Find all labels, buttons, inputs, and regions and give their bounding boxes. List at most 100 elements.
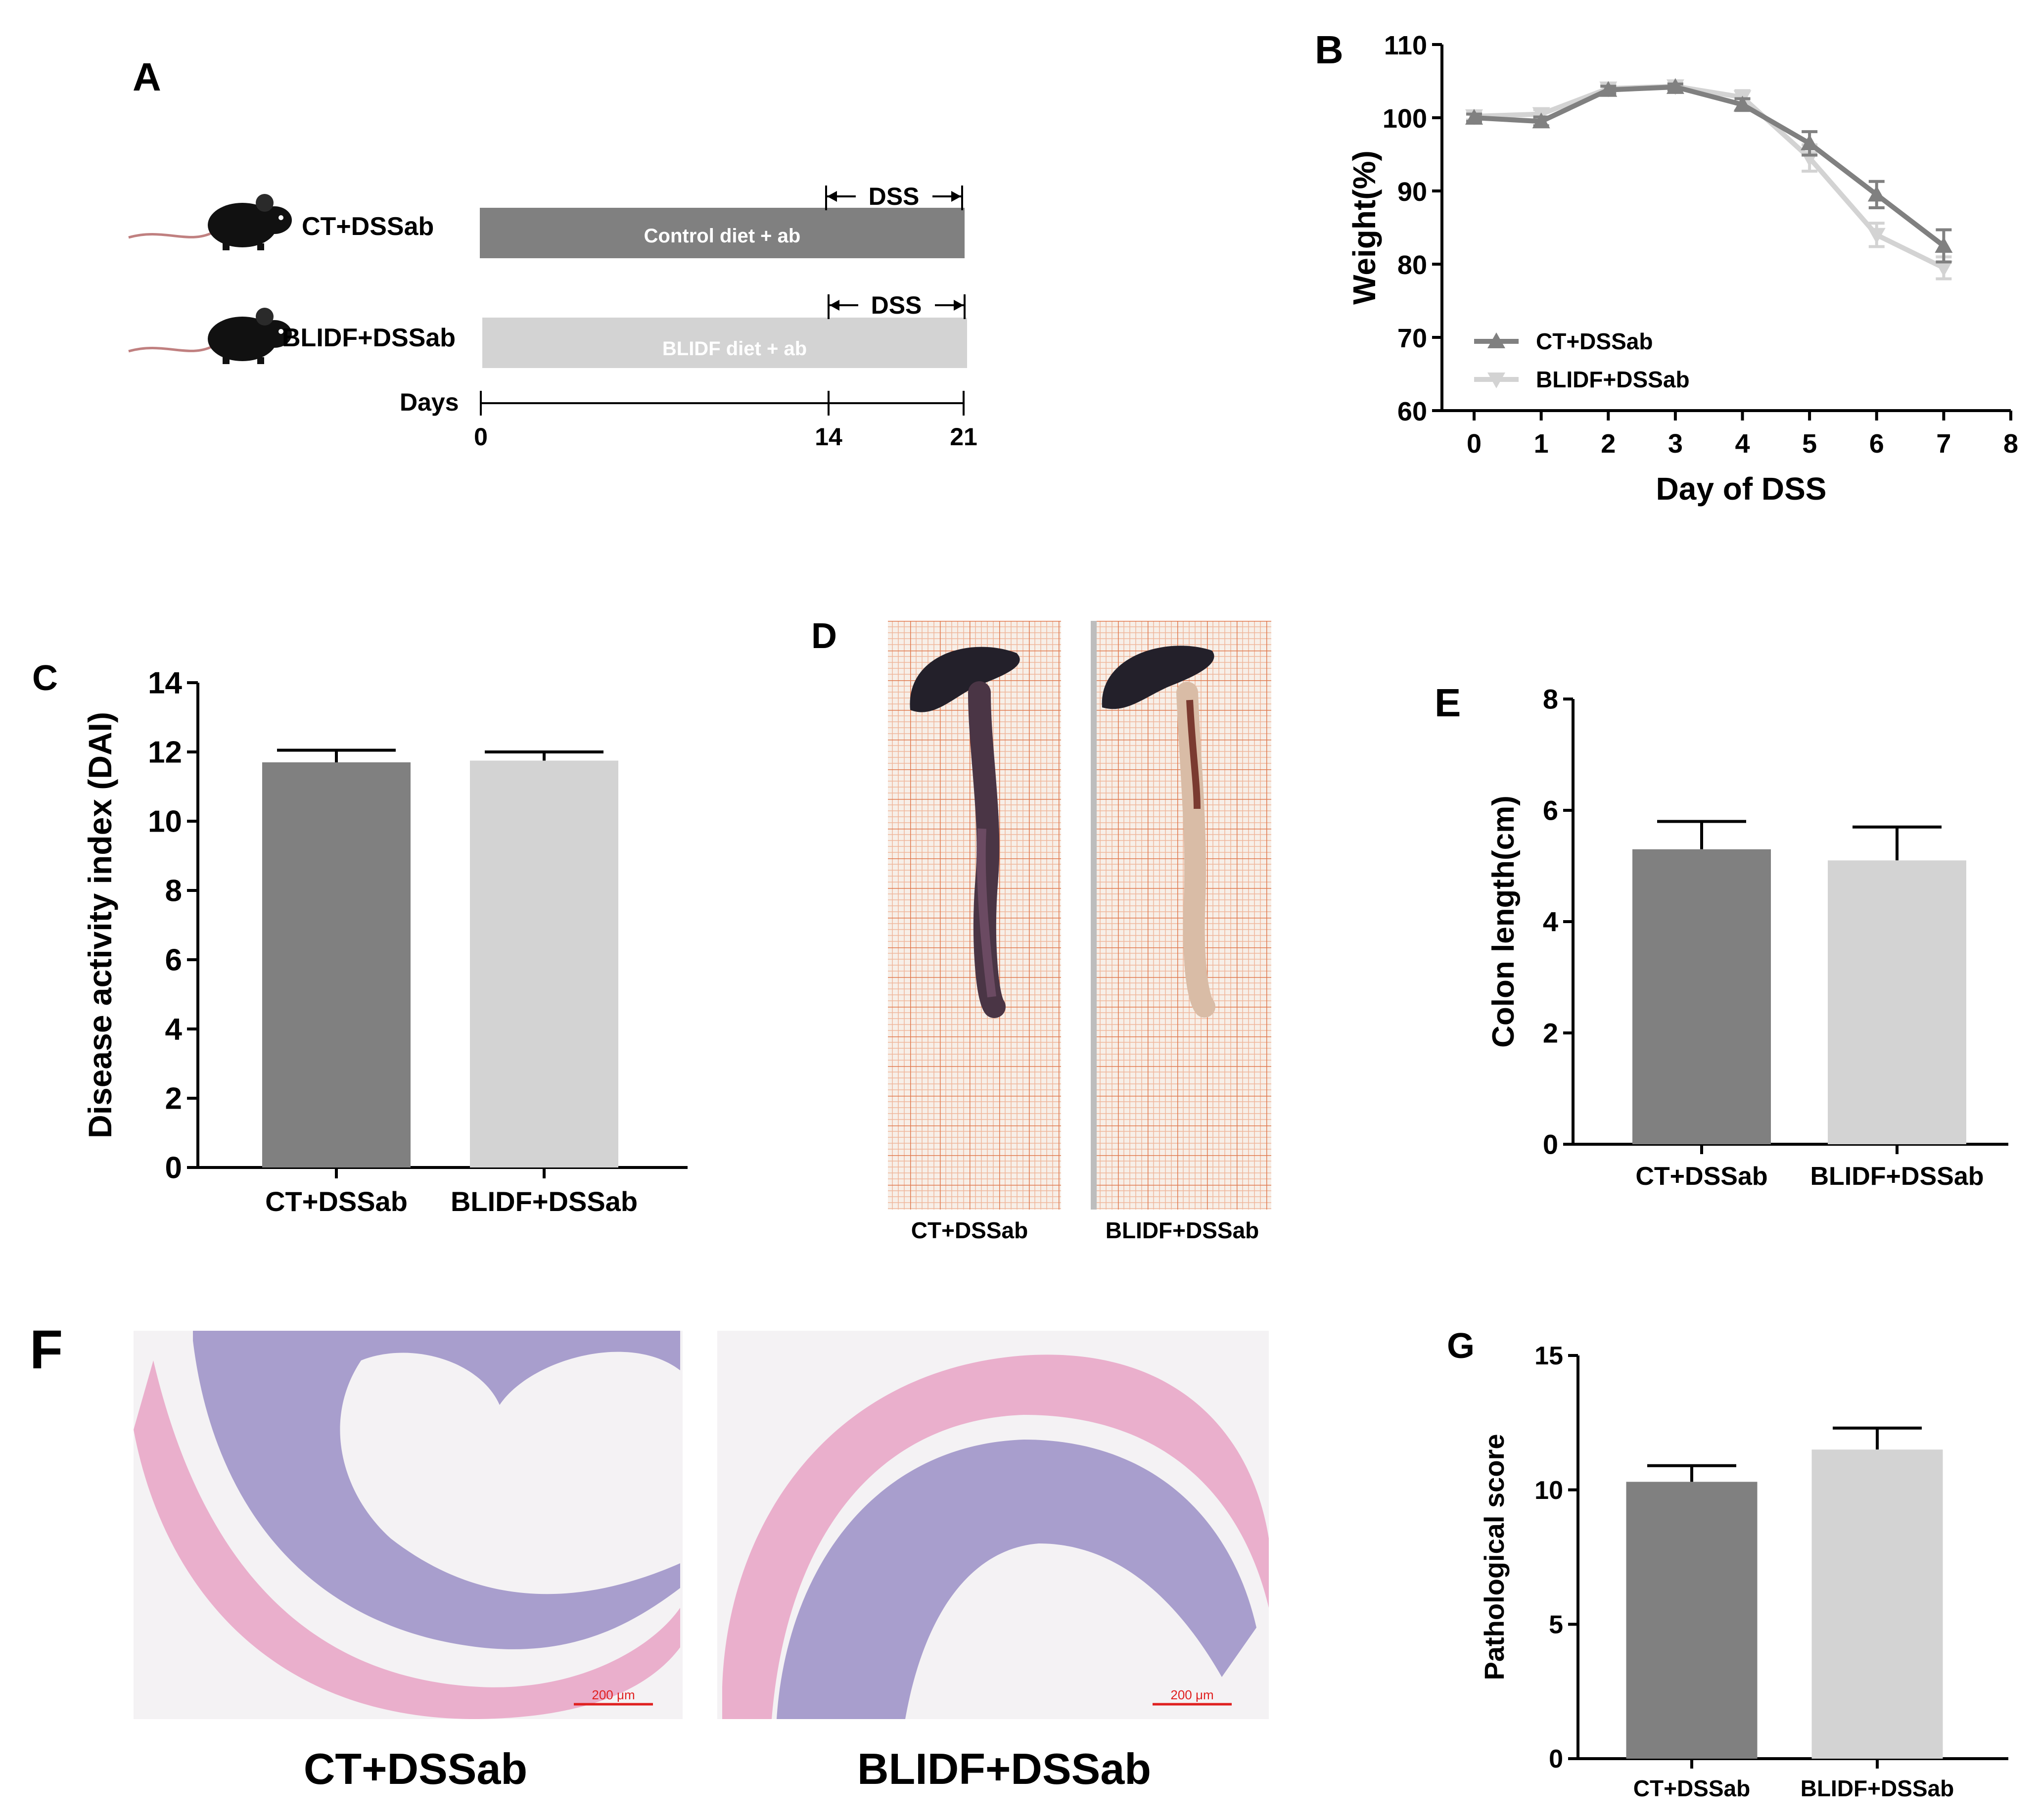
photo-label-blidf: BLIDF+DSSab: [1105, 1217, 1259, 1243]
dss-label-1: DSS: [869, 183, 920, 210]
legend-label: CT+DSSab: [1536, 328, 1653, 354]
y-tick-label: 4: [1543, 906, 1558, 937]
y-tick-label: 2: [165, 1082, 182, 1116]
data-point: [1867, 186, 1886, 202]
day-tick-14: 14: [815, 423, 842, 451]
x-tick-label: 2: [1601, 429, 1616, 459]
bar-BLIDF+DSSab: [1828, 860, 1966, 1144]
data-point: [1599, 81, 1618, 97]
y-axis-title: Colon length(cm): [1486, 795, 1521, 1048]
group1-name: CT+DSSab: [302, 212, 434, 241]
dss-label-2: DSS: [871, 291, 922, 319]
y-tick-label: 15: [1534, 1342, 1563, 1370]
panel-a-timeline: CT+DSSab Control diet + ab DSS BLIDF+DSS…: [0, 183, 977, 451]
panel-label-b: B: [1315, 28, 1344, 72]
colon-cecum-blidf: [1102, 646, 1214, 709]
series-line-BLIDF+DSSab: [1474, 84, 1945, 270]
y-tick-label: 0: [1543, 1129, 1558, 1160]
y-tick-label: 6: [165, 943, 182, 978]
scale-bar-label-ct: 200 μm: [592, 1687, 635, 1702]
y-tick-label: 0: [1549, 1745, 1563, 1773]
panel-label-f: F: [30, 1319, 63, 1380]
x-axis-title: Day of DSS: [1656, 471, 1827, 507]
colon-cecum-ct: [910, 647, 1020, 712]
y-tick-label: 14: [148, 666, 182, 700]
data-point: [1935, 261, 1953, 277]
data-point: [1935, 237, 1953, 253]
x-tick-label: 8: [2003, 429, 2018, 459]
x-tick-label: 4: [1735, 429, 1750, 459]
y-tick-label: 60: [1397, 397, 1427, 426]
y-tick-label: 90: [1397, 177, 1427, 207]
histology-label-ct: CT+DSSab: [303, 1744, 528, 1793]
mouse-icon: [129, 308, 292, 364]
bar-CT+DSSab: [1632, 849, 1771, 1144]
day-tick-21: 21: [950, 423, 977, 451]
legend-marker: [1487, 332, 1505, 348]
y-tick-label: 110: [1384, 31, 1427, 60]
category-label: CT+DSSab: [1633, 1775, 1750, 1801]
panel-g-pathological-score-chart: 0 5 10 15 CT+DSSab BLIDF+DSSab Pathological sc…: [1479, 1342, 2008, 1801]
bar-BLIDF+DSSab: [470, 760, 618, 1167]
y-axis-title: Weight(%): [1346, 150, 1382, 305]
x-tick-label: 5: [1802, 429, 1817, 459]
panel-label-d: D: [811, 616, 837, 656]
data-point: [1733, 95, 1752, 112]
bar-CT+DSSab: [262, 762, 411, 1167]
y-tick-label: 8: [165, 874, 182, 908]
days-label: Days: [400, 388, 459, 416]
y-tick-label: 6: [1543, 795, 1558, 826]
panel-b-weight-chart: 60 70 80 90 100 110 0 1 2 3 4 5 6 7 8 Day of DSS Weight(…: [1346, 31, 2018, 507]
bar-BLIDF+DSSab: [1811, 1449, 1943, 1759]
photo-label-ct: CT+DSSab: [911, 1217, 1028, 1243]
group2-name: BLIDF+DSSab: [282, 324, 456, 352]
data-point: [1532, 112, 1550, 129]
y-tick-label: 5: [1549, 1611, 1563, 1639]
data-point: [1465, 109, 1483, 125]
y-tick-label: 10: [1534, 1476, 1563, 1505]
blidf-diet-label: BLIDF diet + ab: [662, 338, 807, 360]
x-tick-label: 6: [1869, 429, 1884, 459]
y-tick-label: 80: [1397, 250, 1427, 280]
data-point: [1801, 134, 1819, 150]
panel-e-colon-length-chart: 0 2 4 6 8 CT+DSSab BLIDF+DSSab Colon length(cm): [1486, 684, 2008, 1191]
panel-label-e: E: [1435, 681, 1461, 725]
series-line-CT+DSSab: [1474, 84, 1946, 248]
y-axis-title: Pathological score: [1479, 1434, 1510, 1680]
category-label: CT+DSSab: [265, 1186, 408, 1217]
y-tick-label: 2: [1543, 1018, 1558, 1049]
y-tick-label: 100: [1383, 104, 1427, 134]
x-tick-label: 7: [1936, 429, 1951, 459]
y-tick-label: 4: [165, 1013, 183, 1047]
y-tick-label: 12: [148, 736, 182, 770]
histology-label-blidf: BLIDF+DSSab: [857, 1744, 1152, 1793]
category-label: BLIDF+DSSab: [1801, 1775, 1954, 1801]
control-diet-label: Control diet + ab: [644, 225, 801, 247]
panel-label-c: C: [32, 658, 58, 698]
x-tick-label: 0: [1467, 429, 1482, 459]
data-point: [1666, 78, 1684, 94]
day-tick-0: 0: [474, 423, 488, 451]
y-tick-label: 8: [1543, 684, 1558, 715]
mouse-icon: [129, 194, 292, 250]
category-label: CT+DSSab: [1635, 1162, 1767, 1191]
category-label: BLIDF+DSSab: [451, 1186, 638, 1217]
data-point: [1867, 228, 1886, 244]
y-tick-label: 10: [148, 805, 182, 839]
panel-label-a: A: [133, 55, 161, 99]
category-label: BLIDF+DSSab: [1810, 1162, 1984, 1191]
bar-CT+DSSab: [1626, 1482, 1758, 1759]
x-tick-label: 3: [1668, 429, 1683, 459]
panel-label-g: G: [1447, 1326, 1475, 1366]
blidf-diet-bar: [482, 318, 967, 368]
legend-label: BLIDF+DSSab: [1536, 367, 1690, 392]
y-tick-label: 70: [1397, 324, 1427, 353]
panel-f-histology: 200 μm 200 μm: [134, 1331, 1269, 1719]
y-axis-title: Disease activity index (DAI): [82, 712, 118, 1138]
scale-bar-label-blidf: 200 μm: [1170, 1687, 1213, 1702]
x-tick-label: 1: [1534, 429, 1549, 459]
legend-marker: [1487, 373, 1505, 388]
panel-d-colon-photos: [888, 621, 1271, 1210]
control-diet-bar: [480, 208, 965, 258]
panel-c-dai-chart: 0 2 4 6 8 10 12 14 CT+DSSab BLIDF+DSSab Disease ac…: [82, 666, 688, 1217]
